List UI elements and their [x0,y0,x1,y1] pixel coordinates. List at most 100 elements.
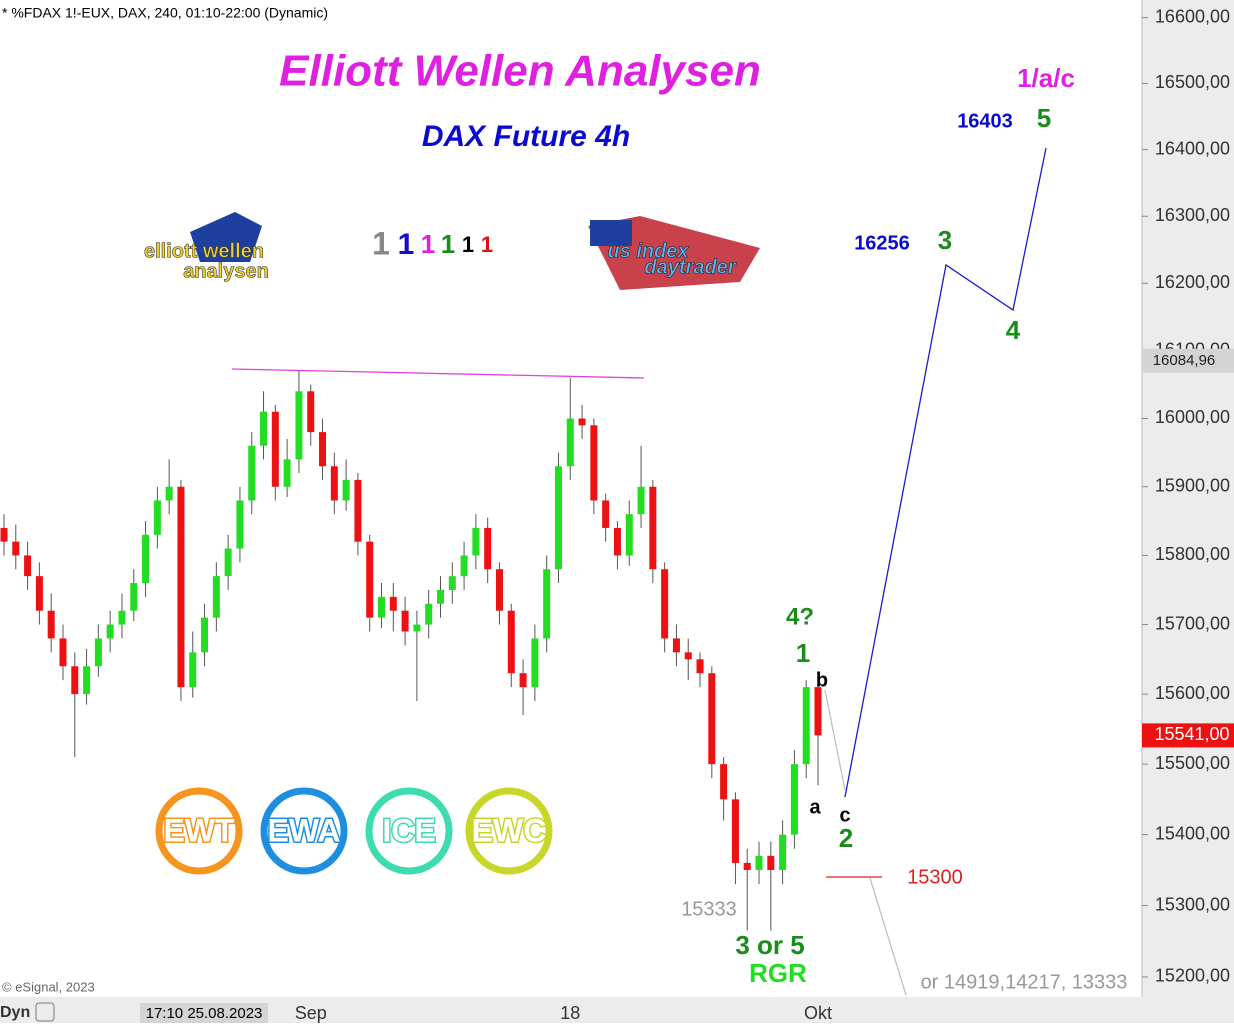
candle-body [779,834,787,871]
candle-body [814,687,822,736]
badge-ring [465,787,553,875]
badge-text: EWA [268,812,341,848]
candle-body [696,659,704,674]
candle-body [755,855,763,871]
candle-body [507,610,515,674]
candle-body [531,638,539,688]
logo-text: daytrader [644,256,736,278]
candle-body [153,500,161,535]
date-box [140,1003,268,1023]
logo-flag [190,212,262,262]
candle-body [295,391,303,460]
candle-body [366,541,374,618]
x-tick-label: Sep [295,1003,327,1023]
candle-body [319,432,327,467]
wave-annotation: 3 or 5 [735,930,804,960]
candle-body [260,411,268,446]
y-tick-label: 15600,00 [1155,683,1230,703]
candle-body [342,479,350,501]
candle-body [389,596,397,611]
candle-body [189,652,197,688]
y-tick-label: 16600,00 [1155,6,1230,26]
price-label: 16084,96 [1153,352,1216,369]
y-tick-label: 16400,00 [1155,138,1230,158]
logo-flag [590,220,632,246]
mode-label: Dyn [0,1004,30,1021]
candle-body [649,486,657,570]
wave-annotation: 1 [796,638,810,668]
wave-counter: 1 [372,225,390,261]
wave-annotation: 15333 [681,898,737,920]
wave-annotation: 5 [1037,103,1051,133]
candle-body [59,638,67,667]
candle-body [271,411,279,487]
projection-line [844,147,1047,798]
candle-body [0,527,8,542]
wave-annotation: RGR [749,958,807,988]
y-tick-label: 15400,00 [1155,823,1230,843]
wave-annotation: 16403 [957,110,1013,132]
resistance-line [231,368,645,379]
y-tick-label: 15900,00 [1155,475,1230,495]
candle-body [661,569,669,639]
logo-text: us index [607,240,689,262]
candle-body [767,855,775,871]
y-tick-label: 15300,00 [1155,894,1230,914]
candle-body [177,486,185,688]
header: * %FDAX 1!-EUX, DAX, 240, 01:10-22:00 (D… [2,5,328,21]
candle-body [684,652,692,660]
candle-body [743,862,751,871]
wave-annotation: or 14919,14217, 13333 [921,971,1128,993]
candle-body [118,610,126,625]
wave-annotation: 15300 [907,866,963,888]
y-tick-label: 15800,00 [1155,544,1230,564]
y-tick-label: 15200,00 [1155,966,1230,986]
wave-annotation: a [809,796,821,818]
wave-counter: 1 [421,229,435,259]
logo-text: analysen [183,260,269,282]
candle-body [24,555,32,577]
wave-counter: 1 [441,229,455,259]
candle-body [802,687,810,765]
candle-body [554,466,562,570]
candle-body [35,576,43,611]
candle-body [484,527,492,570]
candle-body [708,673,716,765]
y-axis-panel [1142,0,1234,1023]
candle-body [613,527,621,556]
wave-annotation: 1/a/c [1017,63,1075,93]
candle-body [71,666,79,695]
wave-counter: 1 [481,232,493,257]
x-tick-label: Okt [804,1003,832,1023]
chart-subtitle: DAX Future 4h [422,120,630,153]
candle-body [625,514,633,556]
candle-body [283,459,291,487]
candle-body [354,479,362,542]
candle-body [106,624,114,639]
y-tick-label: 16200,00 [1155,272,1230,292]
x-tick-label: 18 [560,1003,580,1023]
badge-text: ICE [382,812,435,848]
candle-body [602,500,610,528]
candle-body [248,445,256,501]
candle-body [578,418,586,426]
logo-text: elliott wellen [144,240,264,262]
candle-body [94,638,102,667]
candle-body [731,799,739,863]
y-tick-label: 15700,00 [1155,613,1230,633]
badge-ring [260,787,348,875]
wave-annotation: 4 [1006,315,1021,345]
wave-annotation: c [839,804,850,826]
wave-counter: 1 [462,232,474,257]
lock-icon[interactable] [35,1002,55,1022]
logo-elliott: elliott wellen analysen [144,212,269,283]
candle-body [720,764,728,800]
candle-body [672,638,680,653]
badge-ring [155,787,243,875]
candle-body [212,576,220,618]
candle-body [472,527,480,556]
candle-body [330,466,338,501]
candle-body [448,576,456,590]
y-tick-label: 16300,00 [1155,205,1230,225]
